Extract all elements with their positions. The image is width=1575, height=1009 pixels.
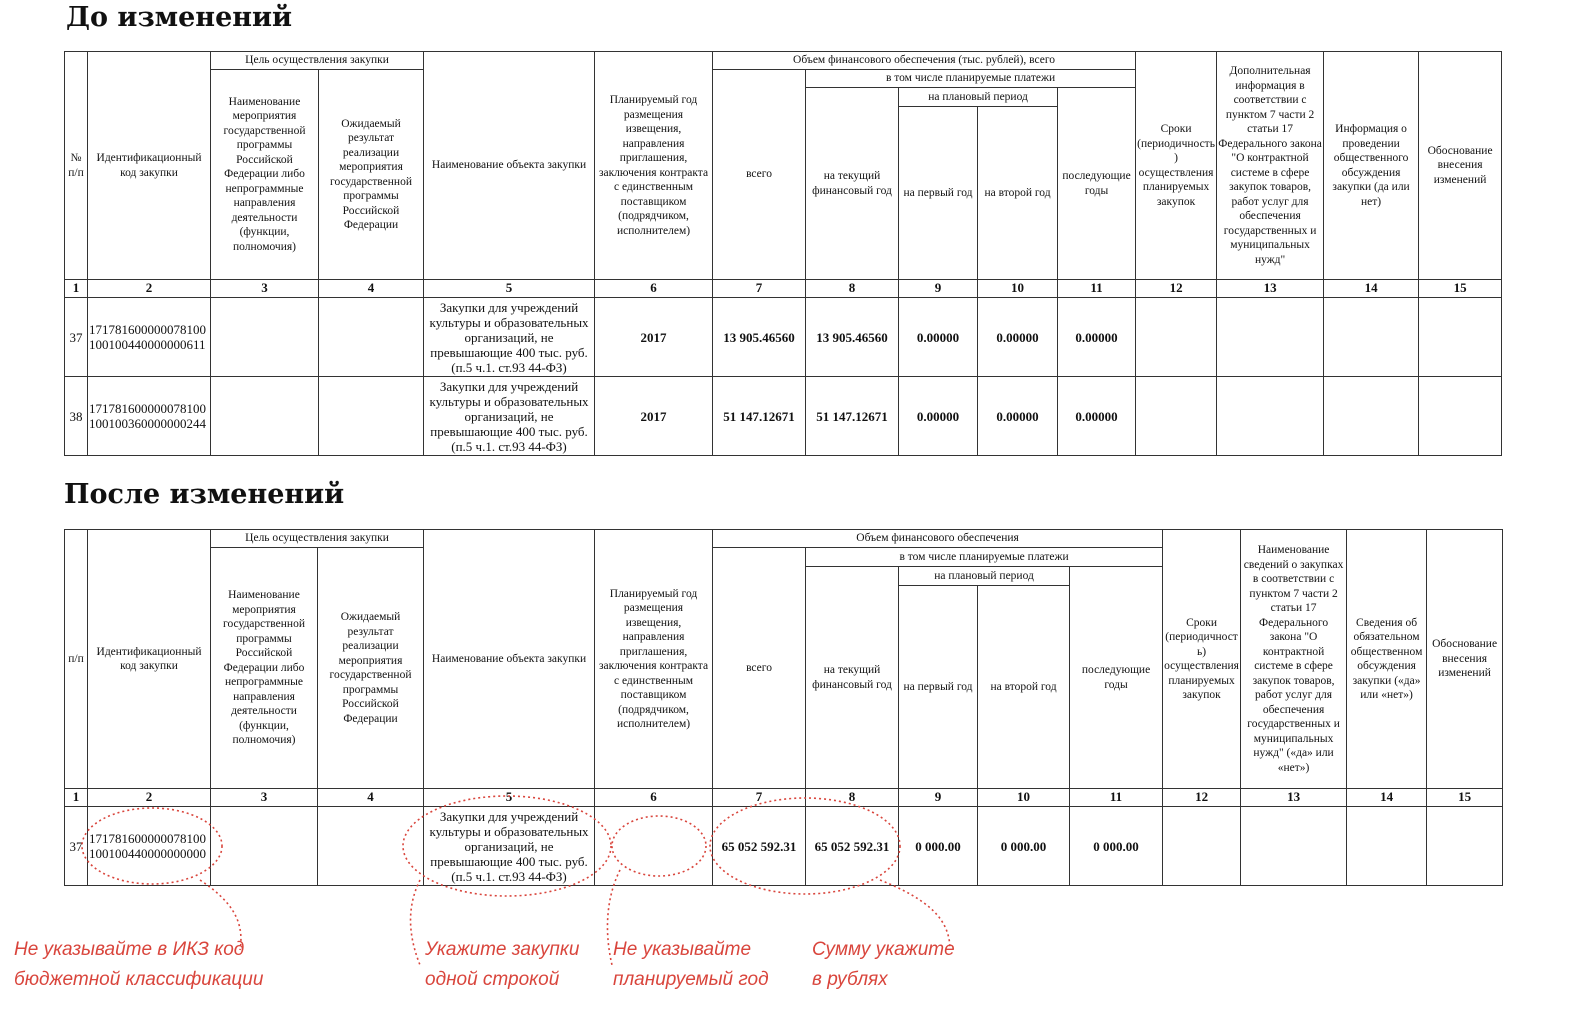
note-line: Не указывайте xyxy=(613,939,752,960)
later-years-amount: 0.00000 xyxy=(1057,297,1137,377)
header-second: на второй год xyxy=(977,585,1071,789)
later-years-amount: 0 000.00 xyxy=(1069,806,1164,886)
additional-info xyxy=(1216,376,1325,456)
header-second: на второй год xyxy=(977,106,1059,280)
highlight-year xyxy=(611,815,707,877)
table-row: 37 171781600000078100 100100440000000611 З… xyxy=(64,297,1503,377)
table-row: 38 171781600000078100 100100360000000244 З… xyxy=(64,376,1503,456)
after-table: п/п Идентификационный код закупки Цель о… xyxy=(64,529,1504,886)
header-goal: Цель осуществления закупки xyxy=(209,51,425,70)
header-terms: Сроки (периодичность) осуществления план… xyxy=(1135,51,1218,280)
first-year-amount: 0.00000 xyxy=(898,376,979,456)
before-table: № п/п Идентификационный код закупки Цель… xyxy=(64,51,1503,456)
highlight-amounts xyxy=(709,797,901,895)
header-object: Наименование объекта закупки xyxy=(423,51,596,280)
current-year-amount: 51 147.12671 xyxy=(805,376,900,456)
note-line: Сумму укажите xyxy=(812,939,955,960)
discussion xyxy=(1323,376,1420,456)
note-year: Не указывайте планируемый год xyxy=(613,935,769,995)
header-financing: Объем финансового обеспечения (тыс. рубл… xyxy=(712,51,1137,70)
header-payments: в том числе планируемые платежи xyxy=(805,547,1164,567)
justification xyxy=(1426,806,1504,886)
second-year-amount: 0.00000 xyxy=(977,297,1059,377)
justification xyxy=(1418,376,1503,456)
leader-code xyxy=(199,879,242,951)
note-line: в рублях xyxy=(812,969,888,990)
header-first: на первый год xyxy=(898,585,979,789)
leader-object xyxy=(409,879,421,966)
header-terms: Сроки (периодичность) осуществления план… xyxy=(1162,529,1242,789)
note-line: Не указывайте в ИКЗ код xyxy=(14,939,245,960)
note-object: Укажите закупки одной строкой xyxy=(425,935,579,995)
note-line: Укажите закупки xyxy=(425,939,580,960)
header-discussion: Информация о проведении общественного об… xyxy=(1323,51,1420,280)
header-result: Ожидаемый результат реализации мероприят… xyxy=(317,69,425,280)
table-row: 37 171781600000078100 100100440000000000 З… xyxy=(64,806,1504,886)
first-year-amount: 0 000.00 xyxy=(898,806,979,886)
header-year: Планируемый год размещения извещения, на… xyxy=(594,51,714,280)
discussion xyxy=(1346,806,1428,886)
second-year-amount: 0.00000 xyxy=(977,376,1059,456)
planned-year: 2017 xyxy=(594,376,714,456)
header-justification: Обоснование внесения изменений xyxy=(1426,529,1504,789)
note-code: Не указывайте в ИКЗ код бюджетной классиф… xyxy=(14,935,263,995)
current-year-amount: 65 052 592.31 xyxy=(805,806,900,886)
second-year-amount: 0 000.00 xyxy=(977,806,1071,886)
justification xyxy=(1418,297,1503,377)
first-year-amount: 0.00000 xyxy=(898,297,979,377)
header-result: Ожидаемый результат реализации мероприят… xyxy=(316,547,425,789)
header-financing: Объем финансового обеспечения xyxy=(712,529,1164,548)
header-current: на текущий финансовый год xyxy=(805,566,900,789)
later-years-amount: 0.00000 xyxy=(1057,376,1137,456)
leader-amounts xyxy=(879,879,951,951)
header-first: на первый год xyxy=(898,106,979,280)
total-amount: 51 147.12671 xyxy=(712,376,807,456)
total-amount: 65 052 592.31 xyxy=(712,806,807,886)
purchase-object: Закупки для учреждений культуры и образо… xyxy=(423,806,596,886)
note-line: одной строкой xyxy=(425,969,560,990)
note-amounts: Сумму укажите в рублях xyxy=(812,935,955,995)
row-number: 38 xyxy=(64,376,88,456)
highlight-code xyxy=(81,807,223,885)
program xyxy=(210,297,319,377)
header-justification: Обоснование внесения изменений xyxy=(1418,51,1503,280)
purchase-code: 171781600000078100 100100360000000244 xyxy=(87,376,211,456)
purchase-object: Закупки для учреждений культуры и образо… xyxy=(423,376,596,456)
purchase-code: 171781600000078100 100100440000000000 xyxy=(87,806,211,886)
header-code: Идентификационный код закупки xyxy=(87,51,211,280)
row-number: 37 xyxy=(64,806,88,886)
before-title: До изменений xyxy=(66,2,293,33)
note-line: планируемый год xyxy=(613,969,769,990)
header-year: Планируемый год размещения извещения, на… xyxy=(594,529,714,789)
result xyxy=(317,376,425,456)
terms xyxy=(1135,376,1218,456)
result xyxy=(316,806,425,886)
purchase-object: Закупки для учреждений культуры и образо… xyxy=(423,297,596,377)
header-later: последующие годы xyxy=(1057,87,1137,280)
program xyxy=(210,806,318,886)
program xyxy=(210,376,319,456)
header-total: всего xyxy=(712,547,807,789)
header-later: последующие годы xyxy=(1069,566,1164,789)
header-additional: Наименование сведений о закупках в соотв… xyxy=(1240,529,1348,789)
result xyxy=(317,297,425,377)
note-line: бюджетной классификации xyxy=(14,969,264,990)
planned-year xyxy=(594,806,714,886)
after-title: После изменений xyxy=(64,479,345,510)
total-amount: 13 905.46560 xyxy=(712,297,807,377)
discussion xyxy=(1323,297,1420,377)
header-additional: Дополнительная информация в соответствии… xyxy=(1216,51,1325,280)
header-program: Наименование мероприятия государственной… xyxy=(210,69,319,280)
highlight-object xyxy=(402,795,612,897)
current-year-amount: 13 905.46560 xyxy=(805,297,900,377)
header-current: на текущий финансовый год xyxy=(805,87,900,280)
additional-info xyxy=(1240,806,1348,886)
